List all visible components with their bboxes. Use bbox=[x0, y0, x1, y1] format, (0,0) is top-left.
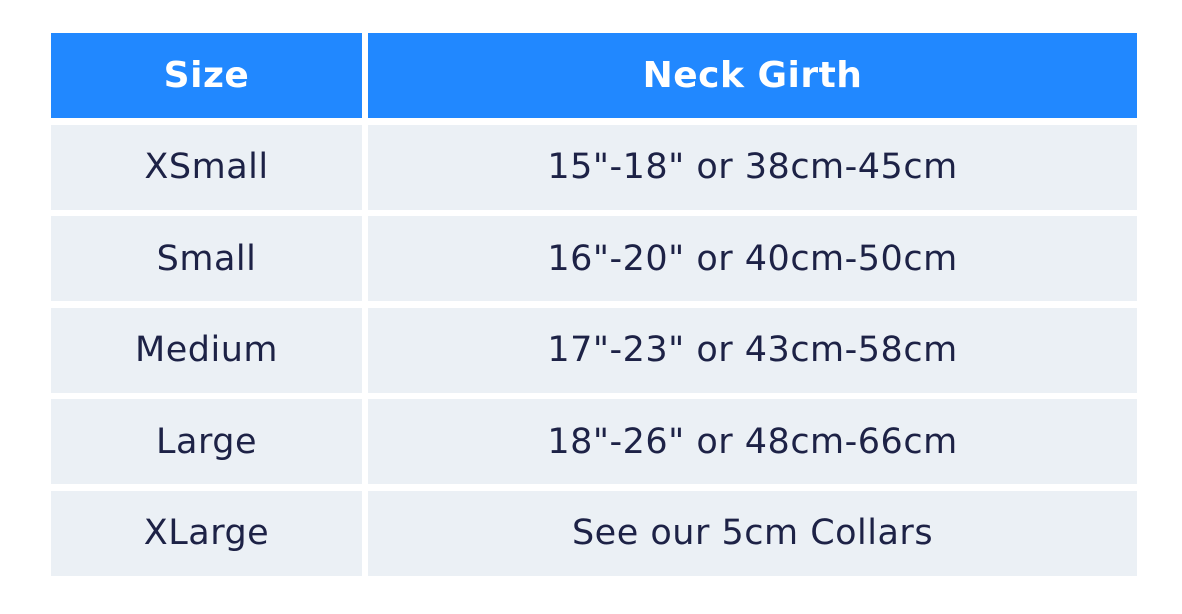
cell-neck-girth: 18"-26" or 48cm-66cm bbox=[368, 399, 1137, 485]
cell-size: Large bbox=[51, 399, 362, 485]
size-chart-table: Size Neck Girth XSmall 15"-18" or 38cm-4… bbox=[51, 33, 1137, 576]
cell-neck-girth: 15"-18" or 38cm-45cm bbox=[368, 124, 1137, 210]
cell-size: Medium bbox=[51, 307, 362, 393]
cell-size: XSmall bbox=[51, 124, 362, 210]
cell-neck-girth: 17"-23" or 43cm-58cm bbox=[368, 307, 1137, 393]
cell-neck-girth: See our 5cm Collars bbox=[368, 490, 1137, 576]
header-size: Size bbox=[51, 33, 362, 118]
cell-size: XLarge bbox=[51, 490, 362, 576]
cell-size: Small bbox=[51, 216, 362, 302]
header-neck-girth: Neck Girth bbox=[368, 33, 1137, 118]
cell-neck-girth: 16"-20" or 40cm-50cm bbox=[368, 216, 1137, 302]
